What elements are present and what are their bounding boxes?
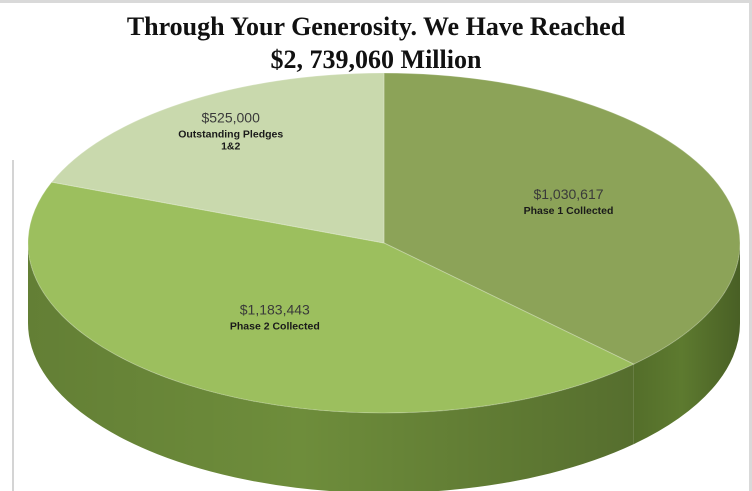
pie-slice-2 [27, 181, 635, 414]
pie-slice-side-shade-2 [28, 243, 634, 491]
slice-name-label-3-2: 1&2 [221, 141, 240, 153]
slice-value-label-3: $525,000 [201, 110, 260, 126]
slice-name-label-1-1: Phase 1 Collected [524, 205, 614, 217]
pie-labels-layer: $1,030,617 Phase 1 Collected $1,183,443 Pha… [178, 110, 613, 333]
slice-name-label-2-1: Phase 2 Collected [230, 321, 320, 333]
pie-slice-side-shade-1 [633, 243, 740, 445]
slice-value-label-1: $1,030,617 [533, 186, 603, 202]
pie-slice-3 [50, 72, 385, 244]
chart-title-line-2: $2, 739,060 Million [270, 45, 482, 74]
slice-name-label-3-1: Outstanding Pledges [178, 129, 283, 141]
left-divider [12, 160, 14, 491]
chart-title: Through Your Generosity. We Have Reached… [0, 10, 752, 76]
slice-value-label-2: $1,183,443 [240, 302, 310, 318]
pie-side-layer [28, 243, 740, 491]
chart-title-line-1: Through Your Generosity. We Have Reached [126, 12, 626, 41]
pie-top-layer [27, 72, 741, 414]
pie-slice-1 [383, 72, 741, 365]
